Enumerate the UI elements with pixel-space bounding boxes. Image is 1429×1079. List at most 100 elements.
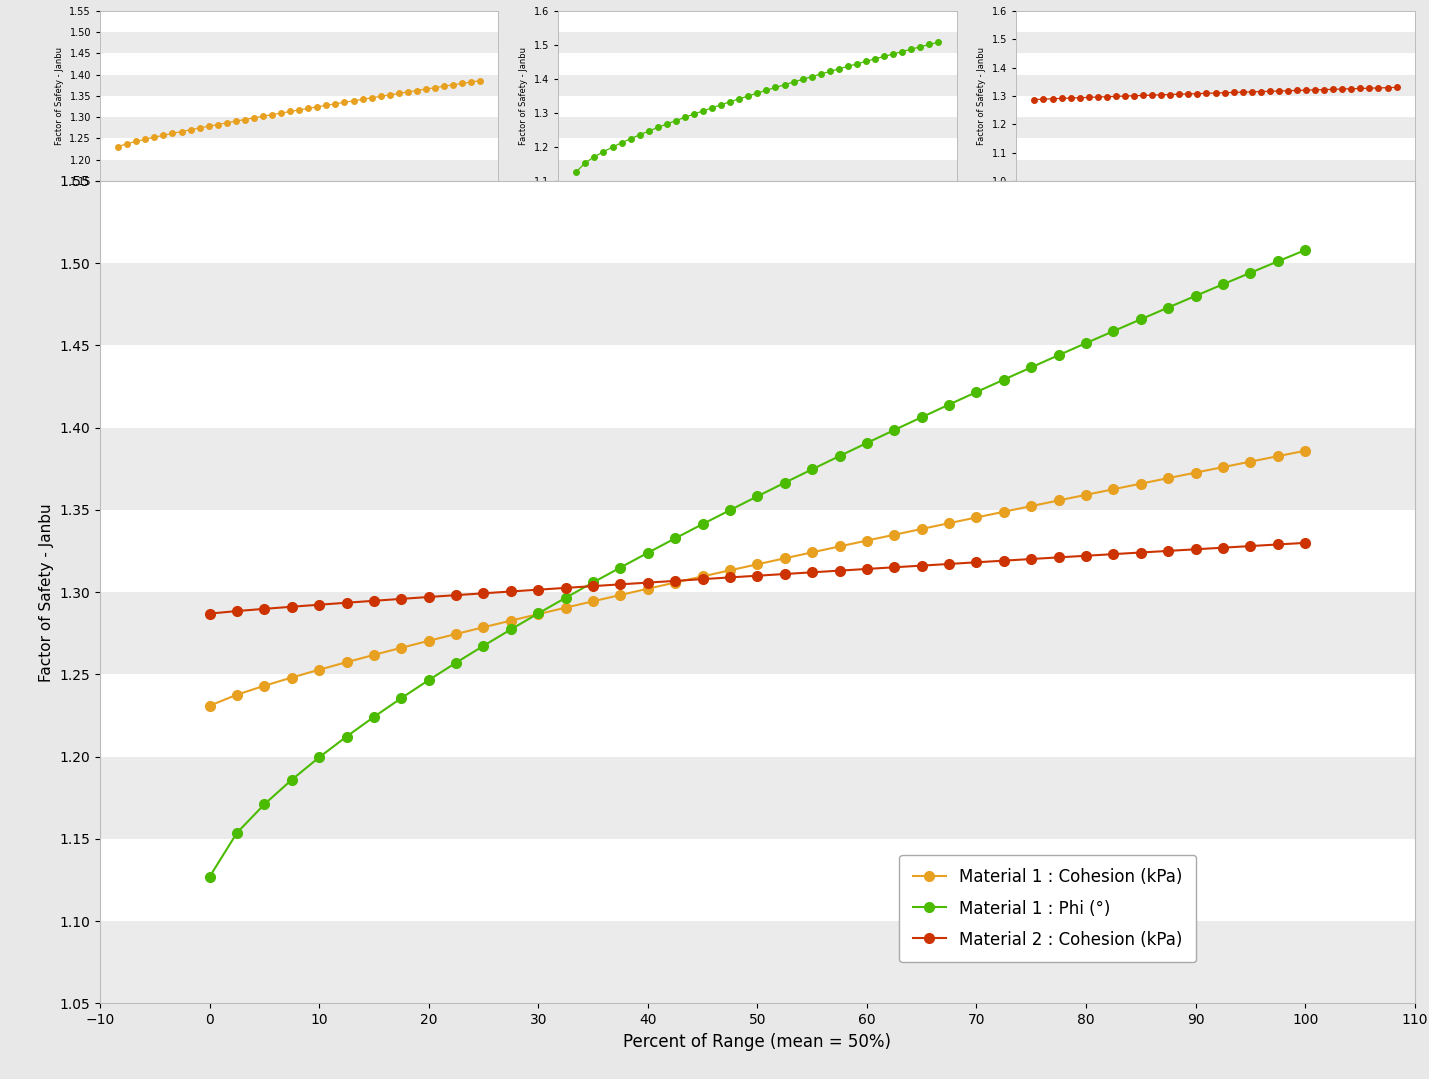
Material 1 : Cohesion (kPa): (85, 1.37): Cohesion (kPa): (85, 1.37) [1132, 477, 1149, 490]
Bar [559, 32, 956, 53]
Material 2 : Cohesion (kPa): (45, 1.31): Cohesion (kPa): (45, 1.31) [694, 573, 712, 586]
Material 1 : Phi (°): (12.5, 1.21): Phi (°): (12.5, 1.21) [337, 730, 354, 743]
Material 1 : Cohesion (kPa): (32.5, 1.29): Cohesion (kPa): (32.5, 1.29) [557, 601, 574, 614]
Legend: Material 1 : Cohesion (kPa), Material 1 : Phi (°), Material 2 : Cohesion (kPa): Material 1 : Cohesion (kPa), Material 1 … [899, 855, 1196, 962]
Material 2 : Cohesion (kPa): (100, 1.33): Cohesion (kPa): (100, 1.33) [1296, 536, 1313, 549]
Material 1 : Cohesion (kPa): (50, 1.32): Cohesion (kPa): (50, 1.32) [749, 558, 766, 571]
Material 2 : Cohesion (kPa): (15, 1.29): Cohesion (kPa): (15, 1.29) [366, 595, 383, 607]
Material 2 : Cohesion (kPa): (57.5, 1.31): Cohesion (kPa): (57.5, 1.31) [832, 564, 849, 577]
Bar [100, 756, 1415, 839]
Bar [1016, 32, 1415, 53]
Material 1 : Cohesion (kPa): (55, 1.32): Cohesion (kPa): (55, 1.32) [803, 546, 820, 559]
Material 1 : Phi (°): (2.5, 1.15): Phi (°): (2.5, 1.15) [229, 827, 246, 839]
Material 2 : Cohesion (kPa): (75, 1.32): Cohesion (kPa): (75, 1.32) [1023, 552, 1040, 565]
Material 2 : Cohesion (kPa): (85, 1.32): Cohesion (kPa): (85, 1.32) [1132, 546, 1149, 559]
Material 1 : Cohesion (kPa): (45, 1.31): Cohesion (kPa): (45, 1.31) [694, 570, 712, 583]
Material 1 : Cohesion (kPa): (60, 1.33): Cohesion (kPa): (60, 1.33) [859, 534, 876, 547]
Material 2 : Cohesion (kPa): (50, 1.31): Cohesion (kPa): (50, 1.31) [749, 570, 766, 583]
Material 2 : Cohesion (kPa): (25, 1.3): Cohesion (kPa): (25, 1.3) [474, 587, 492, 600]
Line: Material 2 : Cohesion (kPa): Material 2 : Cohesion (kPa) [204, 538, 1310, 618]
Y-axis label: Factor of Safety - Janbu: Factor of Safety - Janbu [519, 46, 529, 145]
Material 2 : Cohesion (kPa): (60, 1.31): Cohesion (kPa): (60, 1.31) [859, 562, 876, 575]
Material 1 : Cohesion (kPa): (77.5, 1.36): Cohesion (kPa): (77.5, 1.36) [1050, 494, 1067, 507]
Material 2 : Cohesion (kPa): (62.5, 1.32): Cohesion (kPa): (62.5, 1.32) [886, 561, 903, 574]
Line: Material 1 : Phi (°): Material 1 : Phi (°) [204, 245, 1310, 882]
Y-axis label: Factor of Safety - Janbu: Factor of Safety - Janbu [977, 46, 986, 145]
Material 2 : Cohesion (kPa): (35, 1.3): Cohesion (kPa): (35, 1.3) [584, 579, 602, 592]
Y-axis label: Factor of Safety - Janbu: Factor of Safety - Janbu [54, 46, 64, 145]
Material 2 : Cohesion (kPa): (95, 1.33): Cohesion (kPa): (95, 1.33) [1242, 540, 1259, 552]
Material 1 : Phi (°): (30, 1.29): Phi (°): (30, 1.29) [530, 607, 547, 620]
Material 2 : Cohesion (kPa): (17.5, 1.3): Cohesion (kPa): (17.5, 1.3) [393, 592, 410, 605]
Material 2 : Cohesion (kPa): (80, 1.32): Cohesion (kPa): (80, 1.32) [1077, 549, 1095, 562]
Material 1 : Cohesion (kPa): (2.5, 1.24): Cohesion (kPa): (2.5, 1.24) [229, 688, 246, 701]
Material 1 : Cohesion (kPa): (25, 1.28): Cohesion (kPa): (25, 1.28) [474, 620, 492, 633]
Material 1 : Phi (°): (90, 1.48): Phi (°): (90, 1.48) [1187, 289, 1205, 302]
Material 1 : Phi (°): (5, 1.17): Phi (°): (5, 1.17) [256, 797, 273, 810]
Material 2 : Cohesion (kPa): (30, 1.3): Cohesion (kPa): (30, 1.3) [530, 584, 547, 597]
Material 2 : Cohesion (kPa): (0, 1.29): Cohesion (kPa): (0, 1.29) [201, 607, 219, 620]
Material 1 : Cohesion (kPa): (97.5, 1.38): Cohesion (kPa): (97.5, 1.38) [1269, 450, 1286, 463]
Material 1 : Phi (°): (17.5, 1.24): Phi (°): (17.5, 1.24) [393, 692, 410, 705]
Bar [100, 427, 1415, 510]
Material 2 : Cohesion (kPa): (5, 1.29): Cohesion (kPa): (5, 1.29) [256, 602, 273, 615]
Material 2 : Cohesion (kPa): (47.5, 1.31): Cohesion (kPa): (47.5, 1.31) [722, 571, 739, 584]
X-axis label: Material 1 : Cohesion (kPa): Material 1 : Cohesion (kPa) [233, 206, 364, 216]
Material 1 : Cohesion (kPa): (95, 1.38): Cohesion (kPa): (95, 1.38) [1242, 455, 1259, 468]
Material 1 : Cohesion (kPa): (82.5, 1.36): Cohesion (kPa): (82.5, 1.36) [1105, 482, 1122, 495]
Bar [100, 674, 1415, 756]
Material 1 : Phi (°): (50, 1.36): Phi (°): (50, 1.36) [749, 490, 766, 503]
Material 2 : Cohesion (kPa): (72.5, 1.32): Cohesion (kPa): (72.5, 1.32) [995, 555, 1012, 568]
Material 1 : Phi (°): (62.5, 1.4): Phi (°): (62.5, 1.4) [886, 424, 903, 437]
Bar [1016, 53, 1415, 74]
Material 2 : Cohesion (kPa): (55, 1.31): Cohesion (kPa): (55, 1.31) [803, 565, 820, 578]
Bar [1016, 74, 1415, 96]
Material 1 : Cohesion (kPa): (12.5, 1.26): Cohesion (kPa): (12.5, 1.26) [337, 656, 354, 669]
Material 1 : Cohesion (kPa): (72.5, 1.35): Cohesion (kPa): (72.5, 1.35) [995, 505, 1012, 518]
Material 1 : Phi (°): (37.5, 1.32): Phi (°): (37.5, 1.32) [612, 561, 629, 574]
Bar [100, 138, 499, 160]
Bar [1016, 118, 1415, 138]
Material 1 : Phi (°): (22.5, 1.26): Phi (°): (22.5, 1.26) [447, 656, 464, 669]
Material 1 : Phi (°): (7.5, 1.19): Phi (°): (7.5, 1.19) [283, 774, 300, 787]
Material 1 : Phi (°): (52.5, 1.37): Phi (°): (52.5, 1.37) [776, 476, 793, 489]
Material 1 : Phi (°): (0, 1.13): Phi (°): (0, 1.13) [201, 871, 219, 884]
Material 1 : Cohesion (kPa): (17.5, 1.27): Cohesion (kPa): (17.5, 1.27) [393, 641, 410, 654]
Bar [100, 53, 499, 74]
Material 2 : Cohesion (kPa): (20, 1.3): Cohesion (kPa): (20, 1.3) [420, 590, 437, 603]
Material 1 : Phi (°): (92.5, 1.49): Phi (°): (92.5, 1.49) [1215, 277, 1232, 290]
Bar [100, 160, 499, 181]
Material 1 : Cohesion (kPa): (80, 1.36): Cohesion (kPa): (80, 1.36) [1077, 489, 1095, 502]
Material 1 : Cohesion (kPa): (90, 1.37): Cohesion (kPa): (90, 1.37) [1187, 466, 1205, 479]
Material 1 : Cohesion (kPa): (5, 1.24): Cohesion (kPa): (5, 1.24) [256, 680, 273, 693]
Material 2 : Cohesion (kPa): (40, 1.31): Cohesion (kPa): (40, 1.31) [639, 576, 656, 589]
Bar [100, 263, 1415, 345]
Bar [559, 74, 956, 96]
Material 1 : Phi (°): (87.5, 1.47): Phi (°): (87.5, 1.47) [1159, 301, 1176, 314]
Material 2 : Cohesion (kPa): (92.5, 1.33): Cohesion (kPa): (92.5, 1.33) [1215, 542, 1232, 555]
Bar [559, 118, 956, 138]
Material 1 : Phi (°): (55, 1.37): Phi (°): (55, 1.37) [803, 463, 820, 476]
Bar [100, 345, 1415, 427]
Bar [100, 181, 1415, 263]
Bar [559, 11, 956, 32]
Material 1 : Cohesion (kPa): (7.5, 1.25): Cohesion (kPa): (7.5, 1.25) [283, 671, 300, 684]
Material 1 : Phi (°): (77.5, 1.44): Phi (°): (77.5, 1.44) [1050, 349, 1067, 361]
Material 1 : Cohesion (kPa): (65, 1.34): Cohesion (kPa): (65, 1.34) [913, 522, 930, 535]
Material 1 : Phi (°): (57.5, 1.38): Phi (°): (57.5, 1.38) [832, 450, 849, 463]
Material 1 : Cohesion (kPa): (62.5, 1.33): Cohesion (kPa): (62.5, 1.33) [886, 529, 903, 542]
Bar [559, 138, 956, 160]
Material 2 : Cohesion (kPa): (10, 1.29): Cohesion (kPa): (10, 1.29) [310, 598, 327, 611]
Bar [100, 32, 499, 53]
Material 1 : Phi (°): (47.5, 1.35): Phi (°): (47.5, 1.35) [722, 504, 739, 517]
Bar [100, 11, 499, 32]
Material 1 : Phi (°): (35, 1.31): Phi (°): (35, 1.31) [584, 576, 602, 589]
Material 2 : Cohesion (kPa): (77.5, 1.32): Cohesion (kPa): (77.5, 1.32) [1050, 551, 1067, 564]
Material 1 : Cohesion (kPa): (42.5, 1.31): Cohesion (kPa): (42.5, 1.31) [666, 576, 684, 589]
Material 2 : Cohesion (kPa): (22.5, 1.3): Cohesion (kPa): (22.5, 1.3) [447, 589, 464, 602]
Material 1 : Phi (°): (10, 1.2): Phi (°): (10, 1.2) [310, 751, 327, 764]
Material 2 : Cohesion (kPa): (12.5, 1.29): Cohesion (kPa): (12.5, 1.29) [337, 597, 354, 610]
Material 1 : Cohesion (kPa): (57.5, 1.33): Cohesion (kPa): (57.5, 1.33) [832, 540, 849, 552]
Material 1 : Phi (°): (72.5, 1.43): Phi (°): (72.5, 1.43) [995, 373, 1012, 386]
Material 1 : Phi (°): (85, 1.47): Phi (°): (85, 1.47) [1132, 313, 1149, 326]
